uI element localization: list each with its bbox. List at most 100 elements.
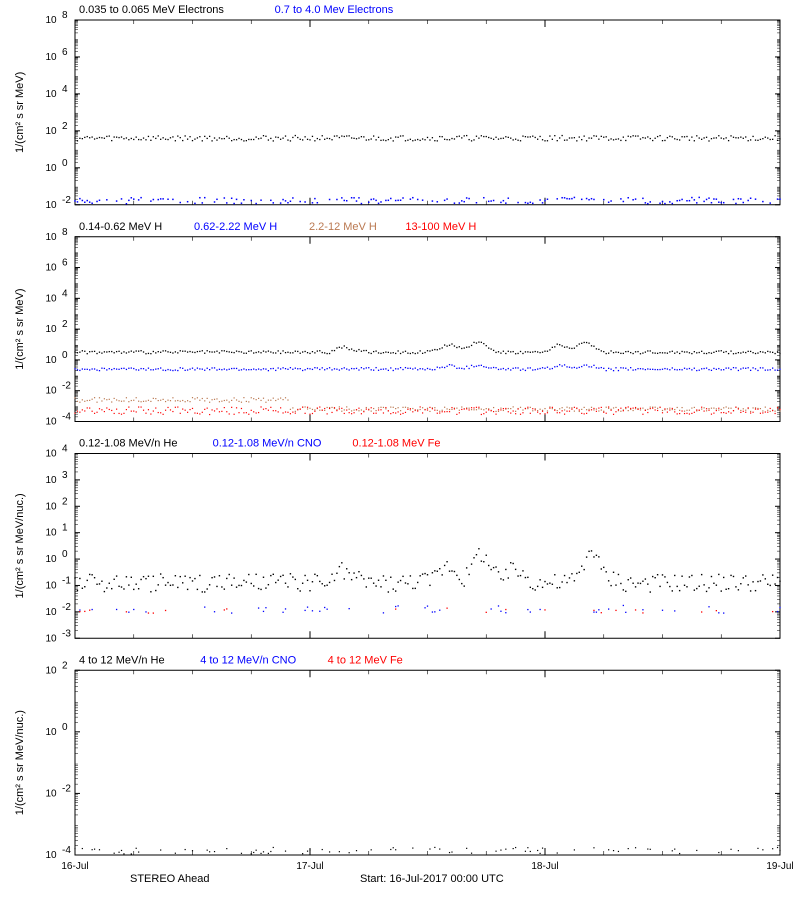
series-legend-label: 4 to 12 MeV/n CNO — [200, 654, 296, 666]
y-tick-label: 10 2 — [45, 496, 68, 512]
series-legend-label: 4 to 12 MeV/n He — [79, 654, 165, 666]
y-tick-label: 10 2 — [45, 121, 68, 137]
svg-text:10: 10 — [45, 386, 57, 397]
x-tick-label: 19-Jul — [766, 861, 793, 872]
svg-text:10: 10 — [45, 554, 57, 565]
series-legend-label: 0.62-2.22 MeV H — [194, 221, 277, 233]
svg-text:-2: -2 — [62, 602, 71, 613]
svg-text:0: 0 — [62, 350, 68, 361]
y-axis-label: 1/(cm² s sr MeV/nuc.) — [14, 493, 26, 598]
series-legend-label: 0.12-1.08 MeV/n CNO — [213, 438, 322, 450]
y-tick-label: 10 1 — [45, 523, 68, 539]
y-tick-label: 10 8 — [45, 10, 68, 26]
y-axis-label: 1/(cm² s sr MeV/nuc.) — [14, 710, 26, 815]
y-axis-label: 1/(cm² s sr MeV) — [14, 72, 26, 153]
svg-text:10: 10 — [45, 355, 57, 366]
y-tick-label: 10 8 — [45, 227, 68, 243]
y-tick-label: 10 6 — [45, 47, 68, 63]
svg-text:10: 10 — [45, 324, 57, 335]
y-tick-label: 10 4 — [45, 444, 68, 460]
series-legend-label: 2.2-12 MeV H — [309, 221, 377, 233]
svg-text:10: 10 — [45, 528, 57, 539]
y-tick-label: 10 6 — [45, 258, 68, 274]
y-tick-label: 10 0 — [45, 158, 68, 174]
svg-text:-3: -3 — [62, 628, 71, 639]
y-tick-label: 10 -2 — [45, 602, 71, 618]
y-tick-label: 10 0 — [45, 722, 68, 738]
svg-text:10: 10 — [45, 263, 57, 274]
svg-text:10: 10 — [45, 52, 57, 63]
svg-text:0: 0 — [62, 549, 68, 560]
svg-text:10: 10 — [45, 15, 57, 26]
y-tick-label: 10 4 — [45, 84, 68, 100]
svg-text:10: 10 — [45, 727, 57, 738]
svg-text:10: 10 — [45, 417, 57, 428]
svg-text:4: 4 — [62, 444, 68, 455]
series-legend-label: 4 to 12 MeV Fe — [328, 654, 403, 666]
svg-text:-4: -4 — [62, 412, 71, 423]
svg-text:10: 10 — [45, 850, 57, 861]
svg-text:6: 6 — [62, 258, 68, 269]
x-tick-label: 17-Jul — [296, 861, 323, 872]
y-tick-label: 10-2 — [45, 195, 71, 211]
svg-text:10: 10 — [45, 163, 57, 174]
y-tick-label: 10 -4 — [45, 845, 71, 861]
footer-center: Start: 16-Jul-2017 00:00 UTC — [360, 873, 504, 885]
panel-frame — [75, 20, 780, 205]
panel-frame — [75, 670, 780, 855]
svg-text:-2: -2 — [62, 783, 71, 794]
series-group — [74, 135, 781, 205]
series-legend-label: 13-100 MeV H — [405, 221, 476, 233]
svg-text:10: 10 — [45, 633, 57, 644]
svg-text:6: 6 — [62, 47, 68, 58]
svg-text:10: 10 — [45, 200, 57, 211]
svg-text:4: 4 — [62, 84, 68, 95]
svg-text:10: 10 — [45, 449, 57, 460]
y-tick-label: 10 0 — [45, 350, 68, 366]
svg-text:10: 10 — [45, 126, 57, 137]
svg-text:2: 2 — [62, 319, 68, 330]
svg-text:0: 0 — [62, 158, 68, 169]
svg-text:10: 10 — [45, 89, 57, 100]
svg-text:10: 10 — [45, 475, 57, 486]
svg-text:10: 10 — [45, 580, 57, 591]
y-tick-label: 10 3 — [45, 470, 68, 486]
svg-text:10: 10 — [45, 788, 57, 799]
y-tick-label: 10 -4 — [45, 412, 71, 428]
svg-text:1: 1 — [62, 523, 68, 534]
series-legend-label: 0.7 to 4.0 Mev Electrons — [275, 4, 394, 16]
svg-text:8: 8 — [62, 10, 68, 21]
y-tick-label: 10 -2 — [45, 783, 71, 799]
series-legend-label: 0.14-0.62 MeV H — [79, 221, 162, 233]
y-tick-label: 10 2 — [45, 319, 68, 335]
svg-text:3: 3 — [62, 470, 68, 481]
svg-text:10: 10 — [45, 293, 57, 304]
panel-frame — [75, 237, 780, 422]
svg-text:10: 10 — [45, 232, 57, 243]
series-legend-label: 0.12-1.08 MeV/n He — [79, 438, 177, 450]
svg-text:4: 4 — [62, 288, 68, 299]
y-tick-label: 10 -2 — [45, 381, 71, 397]
y-tick-label: 10 0 — [45, 549, 68, 565]
series-group — [74, 548, 780, 614]
svg-text:-2: -2 — [62, 381, 71, 392]
svg-text:10: 10 — [45, 501, 57, 512]
svg-text:8: 8 — [62, 227, 68, 238]
y-tick-label: 10 -1 — [45, 575, 71, 591]
svg-text:0: 0 — [62, 722, 68, 733]
series-group — [74, 341, 780, 415]
series-legend-label: 0.12-1.08 MeV Fe — [352, 438, 440, 450]
svg-text:10: 10 — [45, 607, 57, 618]
svg-text:2: 2 — [62, 660, 68, 671]
chart-svg: 0.035 to 0.065 MeV Electrons0.7 to 4.0 M… — [0, 0, 800, 900]
y-tick-label: 10 2 — [45, 660, 68, 676]
svg-text:10: 10 — [45, 665, 57, 676]
x-tick-label: 18-Jul — [531, 861, 558, 872]
y-tick-label: 10 4 — [45, 288, 68, 304]
svg-text:2: 2 — [62, 121, 68, 132]
y-axis-label: 1/(cm² s sr MeV) — [14, 288, 26, 369]
svg-text:-4: -4 — [62, 845, 71, 856]
svg-text:-1: -1 — [62, 575, 71, 586]
footer-left: STEREO Ahead — [130, 873, 210, 885]
svg-text:2: 2 — [62, 496, 68, 507]
